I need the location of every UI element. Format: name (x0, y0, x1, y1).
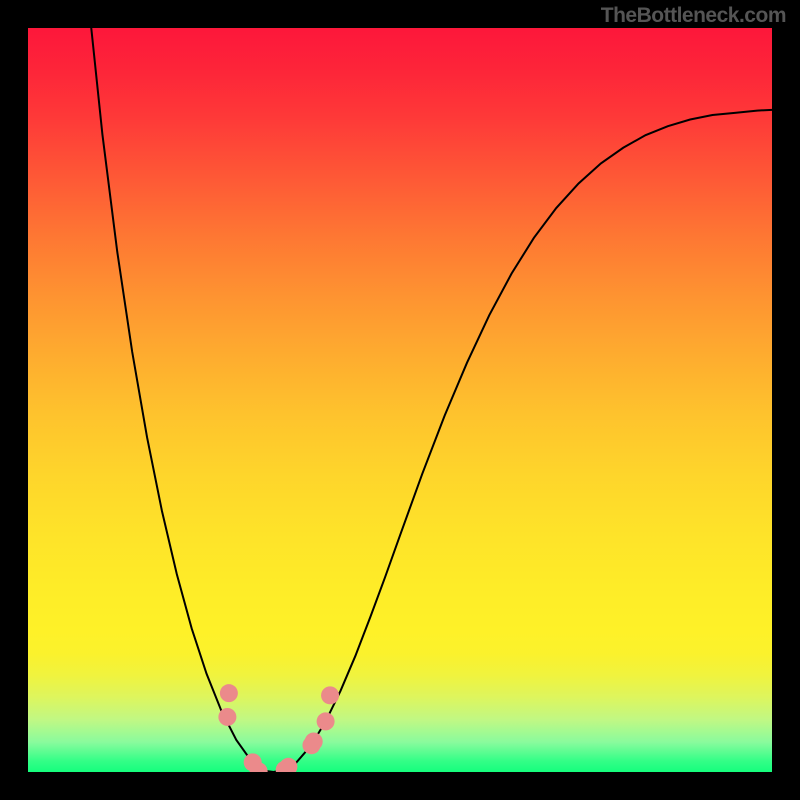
data-marker (220, 684, 238, 702)
chart-frame: TheBottleneck.com (0, 0, 800, 800)
data-marker (218, 708, 236, 726)
watermark-text: TheBottleneck.com (601, 4, 786, 28)
data-marker (317, 712, 335, 730)
data-marker (321, 686, 339, 704)
data-marker (305, 733, 323, 751)
bottleneck-chart-svg (0, 0, 800, 800)
